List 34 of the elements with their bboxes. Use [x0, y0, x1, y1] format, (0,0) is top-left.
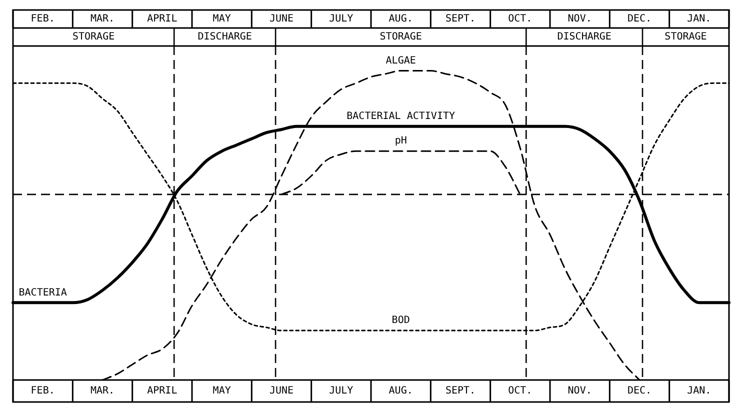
category-label: SEPT. — [445, 14, 476, 25]
category-label: MAY — [212, 14, 231, 25]
category-label: DEC. — [627, 14, 652, 25]
category-label: MAR. — [90, 14, 115, 25]
annotation: BOD — [392, 315, 410, 326]
x-tick-label: SEPT. — [445, 386, 476, 397]
annotation: pH — [394, 136, 407, 147]
x-tick-label: DEC. — [627, 386, 652, 397]
category-label: JAN. — [687, 14, 712, 25]
x-tick-label: OCT. — [508, 386, 532, 397]
x-tick-label: APRIL — [147, 386, 178, 397]
category-label: OCT. — [508, 14, 532, 25]
annotation: ALGAE — [386, 55, 416, 66]
x-tick-label: JAN. — [687, 386, 712, 397]
text: STORAGE — [664, 32, 707, 43]
category-label: AUG. — [388, 14, 413, 25]
x-tick-label: MAR. — [90, 386, 115, 397]
category-label: APRIL — [147, 14, 178, 25]
x-tick-label: MAY — [212, 386, 231, 397]
category-label: JUNE — [269, 14, 294, 25]
text: STORAGE — [380, 32, 422, 43]
category-label: NOV. — [568, 14, 592, 25]
x-tick-label: JUNE — [269, 386, 294, 397]
category-label: FEB. — [30, 14, 55, 25]
text: DISCHARGE — [198, 32, 252, 43]
x-tick-label: FEB. — [30, 386, 55, 397]
annotation: BACTERIA — [18, 287, 67, 298]
x-tick-label: NOV. — [568, 386, 592, 397]
text: DISCHARGE — [557, 32, 612, 43]
category-label: JULY — [329, 14, 354, 25]
x-tick-label: AUG. — [388, 386, 413, 397]
text: STORAGE — [72, 32, 115, 43]
x-tick-label: JULY — [329, 386, 354, 397]
annotation: BACTERIAL ACTIVITY — [346, 111, 456, 122]
